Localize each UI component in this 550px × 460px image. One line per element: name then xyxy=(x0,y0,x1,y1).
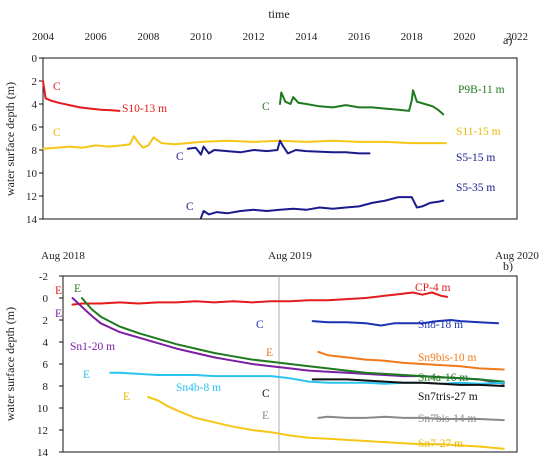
panel-a-x-tick-2006: 2006 xyxy=(85,31,108,43)
series-label-sn8-18-m: Sn8-18 m xyxy=(418,319,463,331)
panel-b: Aug 2018 Aug 2019 Aug 2020 b) -2 0 2 4 6 8 10 12 1… xyxy=(3,250,539,459)
panel-b-y-tick-12: 12 xyxy=(37,425,48,437)
series-init-s10-13-m: C xyxy=(53,81,61,93)
panel-b-y-tick-14: 14 xyxy=(37,447,49,459)
panel-a-x-ticks: 2004 2006 2008 2010 2012 2014 2016 2018 2020 2022 xyxy=(32,31,528,43)
panel-b-y-tick-4: 4 xyxy=(43,337,49,349)
panel-b-series: CP-4 m E Sn1-20 m E Sn4a-16 m E Sn8-18 m C Sn9bi… xyxy=(55,282,505,450)
series-init-sn4a-16-m: E xyxy=(74,283,81,295)
panel-a-tag: a) xyxy=(503,33,512,47)
panel-b-ylabel: water surface depth (m) xyxy=(3,307,17,421)
series-init-s5-15-m: C xyxy=(176,151,184,163)
series-label-sn7tris-27-m: Sn7tris-27 m xyxy=(418,391,478,403)
panel-a-y-tick-2: 2 xyxy=(32,76,38,88)
series-init-sn8-18-m: C xyxy=(256,319,264,331)
panel-b-x-tick-aug-2019: Aug 2019 xyxy=(268,250,312,262)
panel-a-y-tick-8: 8 xyxy=(32,145,38,157)
panel-a-series: S10-13 m C P9B-11 m C S11-15 m C S5-15 m C S5-35… xyxy=(42,80,505,219)
series-line-sn7-27-m xyxy=(147,396,505,450)
series-line-s11-15-m xyxy=(42,135,447,150)
series-init-sn7-27-m: E xyxy=(123,391,130,403)
series-line-sn9bis-10-m xyxy=(317,350,505,371)
panel-a-x-tick-2022: 2022 xyxy=(506,31,528,43)
series-label-s5-15-m: S5-15 m xyxy=(456,152,495,164)
series-line-sn1-20-m xyxy=(71,297,505,385)
panel-b-y-tick-6: 6 xyxy=(43,359,49,371)
panel-a-plot-frame xyxy=(42,57,518,220)
panel-a-x-tick-2014: 2014 xyxy=(295,31,318,43)
series-init-sn7tris-27-m: C xyxy=(262,388,270,400)
series-line-cp-4-m xyxy=(71,291,448,306)
series-line-s5-15-m xyxy=(186,139,371,156)
series-line-s10-13-m xyxy=(42,80,121,112)
panel-a-x-tick-2004: 2004 xyxy=(32,31,55,43)
series-label-sn4b-8-m: Sn4b-8 m xyxy=(176,382,221,394)
panel-a-x-tick-2008: 2008 xyxy=(137,31,160,43)
series-label-s5-35-m: S5-35 m xyxy=(456,182,495,194)
series-init-s11-15-m: C xyxy=(53,127,61,139)
panel-b-y-ticks: -2 0 2 4 6 8 10 12 14 xyxy=(37,271,63,459)
panel-b-y-tick-8: 8 xyxy=(43,381,49,393)
series-label-sn1-20-m: Sn1-20 m xyxy=(70,341,115,353)
panel-a-y-tick-10: 10 xyxy=(26,168,38,180)
panel-a-y-tick-12: 12 xyxy=(26,191,37,203)
panel-b-x-tick-aug-2020: Aug 2020 xyxy=(495,250,539,262)
panel-a-xlabel: time xyxy=(268,7,289,21)
panel-a-x-tick-2012: 2012 xyxy=(243,31,265,43)
series-label-cp-4-m: CP-4 m xyxy=(415,282,451,294)
panel-b-x-ticks: Aug 2018 Aug 2019 Aug 2020 xyxy=(41,250,539,262)
panel-a: time a) 2004 2006 2008 2010 2012 2014 2016 2018… xyxy=(3,7,528,226)
panel-a-y-tick-4: 4 xyxy=(32,99,38,111)
series-init-cp-4-m: E xyxy=(55,285,62,297)
series-init-p9b-11-m: C xyxy=(262,101,270,113)
panel-b-y-tick-10: 10 xyxy=(37,403,49,415)
series-init-sn1-20-m: E xyxy=(55,308,62,320)
panel-b-y-tick-0: 0 xyxy=(43,293,49,305)
panel-a-x-tick-2020: 2020 xyxy=(453,31,476,43)
series-line-sn4a-16-m xyxy=(80,297,505,383)
series-init-sn7bis-14-m: E xyxy=(262,410,269,422)
series-label-s10-13-m: S10-13 m xyxy=(122,103,167,115)
panel-a-ylabel: water surface depth (m) xyxy=(3,82,17,196)
series-label-sn4a-16-m: Sn4a-16 m xyxy=(418,372,468,384)
series-line-sn8-18-m xyxy=(311,319,500,327)
series-init-sn4b-8-m: E xyxy=(83,369,90,381)
series-label-p9b-11-m: P9B-11 m xyxy=(458,84,505,96)
panel-b-x-tick-aug-2018: Aug 2018 xyxy=(41,250,85,262)
panel-a-x-tick-2018: 2018 xyxy=(401,31,424,43)
panel-b-tag: b) xyxy=(503,259,513,273)
series-label-s11-15-m: S11-15 m xyxy=(456,126,501,138)
panel-a-x-tick-2016: 2016 xyxy=(348,31,371,43)
series-line-p9b-11-m xyxy=(279,89,445,116)
series-line-sn7tris-27-m xyxy=(311,378,505,387)
panel-a-y-tick-6: 6 xyxy=(32,122,38,134)
panel-a-x-tick-2010: 2010 xyxy=(190,31,213,43)
panel-a-y-tick-14: 14 xyxy=(26,214,38,226)
series-label-sn7bis-14-m: Sn7bis-14 m xyxy=(418,413,477,425)
series-label-sn7-27-m: Sn7-27 m xyxy=(418,438,463,450)
panel-a-y-tick-0: 0 xyxy=(32,53,38,65)
series-init-sn9bis-10-m: E xyxy=(266,347,273,359)
panel-b-y-tick-2: -2 xyxy=(39,271,48,283)
series-label-sn9bis-10-m: Sn9bis-10 m xyxy=(418,352,477,364)
panel-a-y-ticks: 0 2 4 6 8 10 12 14 xyxy=(26,53,43,226)
series-line-s5-35-m xyxy=(200,196,445,219)
panel-b-y-tick-2: 2 xyxy=(43,315,49,327)
series-line-sn7bis-14-m xyxy=(317,415,505,422)
series-init-s5-35-m: C xyxy=(186,201,194,213)
